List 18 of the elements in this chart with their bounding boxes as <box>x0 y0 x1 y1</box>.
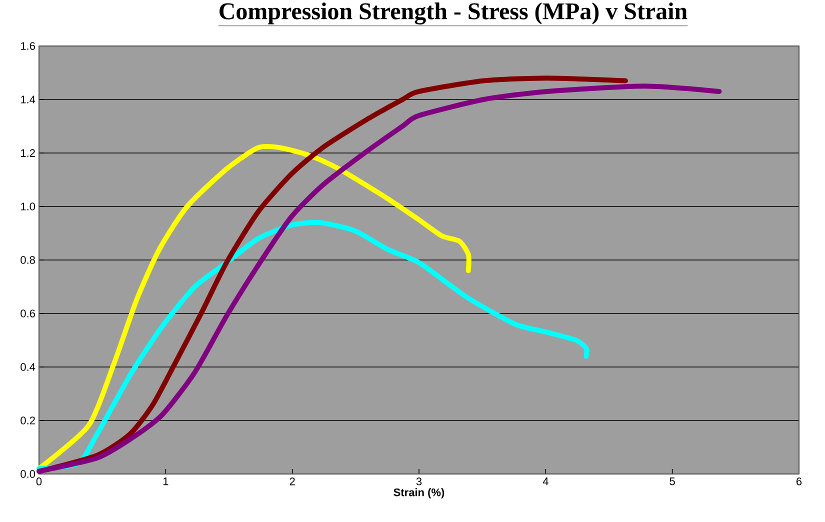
y-tick-label: 0.2 <box>20 416 35 424</box>
x-tick-label: 3 <box>416 478 422 486</box>
x-tick-label: 6 <box>796 478 802 486</box>
x-tick-label: 2 <box>290 478 295 486</box>
x-axis-title: Strain (%) <box>394 488 444 498</box>
y-tick-label: 1.6 <box>21 42 35 50</box>
y-tick-label: 0.8 <box>20 256 35 264</box>
y-tick-label: 1.0 <box>21 202 36 210</box>
y-tick-label: 0.6 <box>20 310 35 318</box>
y-tick-label: 1.4 <box>21 96 36 104</box>
x-tick-label: 4 <box>542 478 548 486</box>
x-tick-label: 0 <box>36 478 42 486</box>
x-tick-label: 1 <box>163 478 168 486</box>
chart-title: Compression Strength - Stress (MPa) v Strain <box>220 2 688 24</box>
y-tick-label: 1.2 <box>21 149 35 157</box>
y-tick-label: 0.0 <box>20 470 36 478</box>
x-tick-label: 5 <box>670 478 675 486</box>
y-tick-label: 0.4 <box>20 363 36 371</box>
